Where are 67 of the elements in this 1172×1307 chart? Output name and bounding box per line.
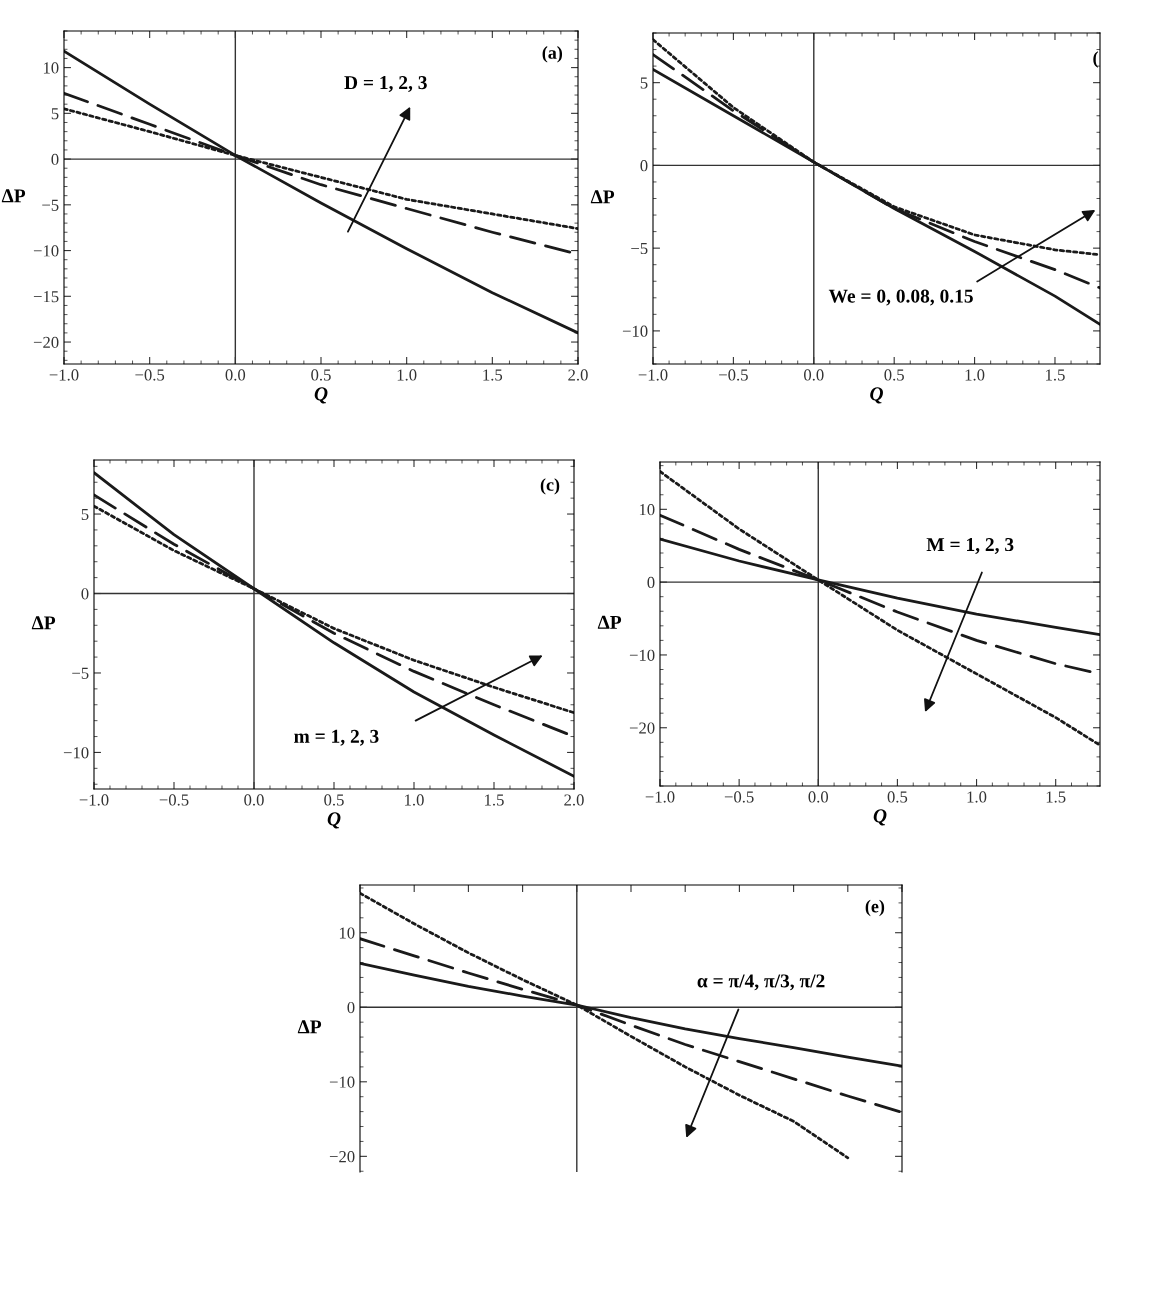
x-tick-label: −1.0 [49, 369, 79, 381]
x-tick-label: 0.5 [884, 369, 904, 381]
annotation: D = 1, 2, 3 [344, 76, 427, 92]
x-tick-label: 2.0 [564, 794, 584, 806]
y-axis-title: ΔP [590, 190, 615, 204]
x-tick-label: −0.5 [724, 791, 754, 803]
y-tick-label: −5 [631, 243, 648, 255]
x-tick-label: −0.5 [719, 369, 748, 381]
x-tick-label: 0.5 [887, 791, 908, 803]
y-tick-label: 5 [81, 508, 89, 520]
annotation: m = 1, 2, 3 [294, 729, 379, 746]
annotation: α = π/4, π/3, π/2 [697, 974, 825, 991]
y-tick-label: 10 [339, 927, 355, 939]
y-tick-label: −15 [33, 291, 59, 303]
annotation: (c) [540, 478, 560, 495]
x-tick-label: 0.5 [311, 369, 331, 381]
x-tick-label: 1.0 [405, 794, 424, 806]
x-tick-label: 1.0 [397, 369, 417, 381]
x-tick-label: −1.0 [645, 791, 675, 803]
y-tick-label: −10 [629, 649, 655, 661]
y-tick-label: −5 [42, 199, 59, 211]
y-tick-label: 0 [81, 588, 89, 600]
y-axis-title: ΔP [31, 616, 56, 630]
annotation: ( [1093, 51, 1098, 68]
annotation: (e) [865, 899, 885, 917]
y-tick-label: 5 [51, 108, 59, 120]
y-tick-label: −10 [329, 1076, 355, 1088]
x-axis-title: Q [870, 387, 883, 404]
y-tick-label: 0 [647, 576, 655, 589]
x-tick-label: 0.0 [244, 794, 264, 806]
y-tick-label: −10 [33, 245, 59, 257]
x-tick-label: 0.5 [324, 794, 344, 806]
y-axis-title: ΔP [597, 615, 622, 629]
x-tick-label: −1.0 [79, 794, 109, 806]
y-tick-label: 10 [639, 504, 655, 516]
y-tick-label: −10 [63, 747, 89, 759]
x-tick-label: 2.0 [568, 369, 588, 381]
x-tick-label: 1.0 [967, 791, 987, 803]
y-tick-label: 0 [51, 153, 59, 166]
x-axis-title: Q [314, 387, 328, 404]
x-axis-title: Q [327, 812, 341, 829]
x-tick-label: −1.0 [638, 369, 668, 381]
x-tick-label: 0.0 [225, 369, 246, 381]
y-tick-label: 0 [347, 1001, 355, 1014]
x-tick-label: −0.5 [135, 369, 165, 381]
x-tick-label: 1.5 [1046, 791, 1066, 803]
x-tick-label: −0.5 [159, 794, 189, 806]
y-tick-label: 10 [43, 62, 59, 74]
y-tick-label: −10 [622, 325, 648, 337]
y-tick-label: −20 [629, 722, 655, 734]
annotation: We = 0, 0.08, 0.15 [828, 289, 973, 306]
x-tick-label: 1.5 [1046, 369, 1065, 381]
x-tick-label: 1.5 [483, 369, 503, 381]
y-axis-title: ΔP [1, 189, 26, 203]
x-tick-label: 0.0 [808, 791, 829, 803]
x-tick-label: 0.0 [804, 369, 824, 381]
x-axis-title: Q [873, 809, 887, 826]
y-tick-label: −20 [33, 336, 59, 348]
x-tick-label: 1.5 [485, 794, 504, 806]
x-tick-label: 1.0 [965, 369, 985, 381]
annotation: M = 1, 2, 3 [926, 538, 1014, 554]
y-tick-label: −5 [72, 667, 89, 679]
y-tick-label: 0 [640, 160, 648, 172]
y-axis-title: ΔP [297, 1020, 322, 1034]
y-tick-label: 5 [640, 77, 648, 89]
annotation: (a) [542, 46, 563, 63]
y-tick-label: −20 [329, 1151, 355, 1163]
